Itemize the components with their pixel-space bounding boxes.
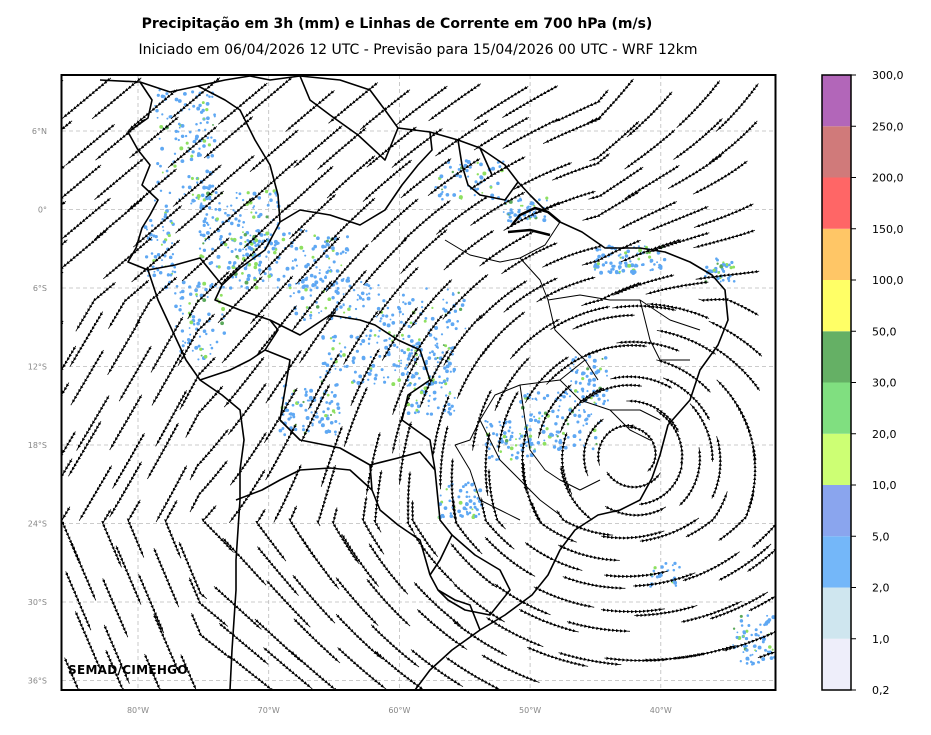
colorbar-swatch: [822, 638, 851, 690]
south-america-coastline: [99, 79, 245, 690]
map-frame: [60, 74, 777, 691]
lat-tick-label: 30°S: [28, 598, 47, 607]
colorbar-swatch: [822, 382, 851, 434]
lat-tick-label: 0°: [38, 206, 47, 215]
colorbar-level-label: 150,0: [872, 223, 904, 236]
colorbar-swatch: [822, 536, 851, 588]
lon-tick-label: 70°W: [258, 706, 280, 715]
uruguay-border: [437, 534, 511, 616]
colorbar-swatch: [822, 587, 851, 639]
colorbar-level-label: 200,0: [872, 172, 904, 185]
lon-tick-label: 50°W: [519, 706, 541, 715]
colorbar-level-label: 100,0: [872, 274, 904, 287]
colorbar-level-label: 250,0: [872, 120, 904, 133]
colombia-venezuela-border: [197, 75, 399, 223]
map-subtitle: Iniciado em 06/04/2026 12 UTC - Previsão…: [138, 42, 698, 58]
lon-tick-label: 40°W: [650, 706, 672, 715]
colorbar-level-label: 30,0: [872, 377, 897, 390]
colorbar-level-label: 20,0: [872, 428, 897, 441]
lon-tick-label: 80°W: [127, 706, 149, 715]
lat-tick-label: 36°S: [28, 677, 47, 686]
amazon-delta: [507, 206, 561, 237]
argentina-border: [235, 467, 481, 631]
colorbar-level-label: 10,0: [872, 479, 897, 492]
colorbar-level-label: 300,0: [872, 69, 904, 82]
colorbar-labels: 0,2 1,0 2,0 5,0 10,0 20,0 30,0 50,0 100,0 150,0 20…: [851, 69, 904, 697]
colorbar-swatch: [822, 126, 851, 178]
streamlines-layer: [62, 77, 775, 690]
bolivia-paraguay-border: [264, 349, 436, 576]
credit-label: SEMAD/CIMEHGO: [68, 663, 188, 677]
country-borders: [99, 75, 729, 690]
axis-labels: 6°N 0° 6°S 12°S 18°S 24°S 30°S 36°S 80°W 70°W 60°W…: [28, 127, 672, 715]
lat-tick-label: 18°S: [28, 441, 47, 450]
colorbar-swatch: [822, 177, 851, 229]
colorbar-swatch: [822, 485, 851, 537]
colorbar-swatch: [822, 433, 851, 485]
colorbar-swatch: [822, 228, 851, 280]
guianas-border: [457, 139, 519, 201]
brazil-states: [444, 221, 701, 521]
colorbar-level-label: 0,2: [872, 684, 890, 697]
lat-tick-label: 6°S: [33, 284, 47, 293]
lat-tick-label: 12°S: [28, 363, 47, 372]
colorbar-level-label: 2,0: [872, 582, 890, 595]
map-title: Precipitação em 3h (mm) e Linhas de Corr…: [141, 16, 653, 32]
colorbar-swatch: [822, 280, 851, 332]
lon-tick-label: 60°W: [388, 706, 410, 715]
colorbar-level-label: 1,0: [872, 633, 890, 646]
lat-tick-label: 6°N: [32, 127, 47, 136]
colorbar-swatch: [822, 75, 851, 127]
colorbar-level-label: 5,0: [872, 530, 890, 543]
colorbar-swatches: [822, 75, 851, 690]
peru-border: [147, 257, 279, 381]
colorbar-level-label: 50,0: [872, 325, 897, 338]
lat-tick-label: 24°S: [28, 520, 47, 529]
colorbar-swatch: [822, 331, 851, 383]
